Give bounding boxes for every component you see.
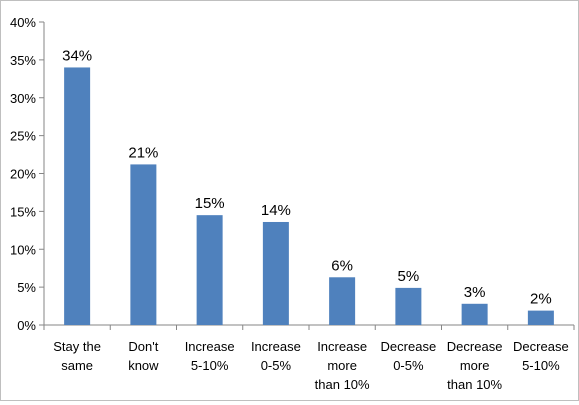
x-tick-label-line: than 10%	[315, 377, 370, 392]
x-tick-label-line: Decrease	[447, 339, 503, 354]
y-tick-label: 30%	[10, 91, 36, 106]
bar	[395, 287, 422, 325]
y-tick-label: 15%	[10, 204, 36, 219]
x-tick-label: Decrease 5-10%	[513, 339, 569, 373]
x-tick-label-line: 5-10%	[191, 358, 229, 373]
y-tick-label: 40%	[10, 15, 36, 30]
bar	[262, 221, 289, 325]
data-label: 3%	[464, 284, 486, 301]
x-tick-label: Decrease more than 10%	[447, 339, 503, 392]
y-tick-label: 20%	[10, 167, 36, 182]
bar	[527, 310, 554, 325]
x-tick-label-line: more	[327, 358, 357, 373]
data-label: 14%	[261, 202, 291, 219]
x-tick-label-line: more	[460, 358, 490, 373]
x-tick-label-line: Don't	[128, 339, 158, 354]
data-label: 34%	[62, 47, 92, 64]
bar	[329, 277, 356, 325]
x-tick-label: Don't know	[128, 339, 159, 373]
x-tick-label: Stay the same	[53, 339, 101, 373]
bar	[196, 215, 223, 325]
y-tick-label: 25%	[10, 129, 36, 144]
y-tick-label: 0%	[17, 318, 36, 333]
x-tick-label: Increase 5-10%	[185, 339, 235, 373]
data-labels: 34% 21% 15% 14% 6% 5% 3% 2%	[62, 47, 552, 307]
x-tick-label-line: Increase	[317, 339, 367, 354]
x-tick-label-line: than 10%	[447, 377, 502, 392]
x-tick-label-line: Stay the	[53, 339, 101, 354]
x-tick-label-line: Increase	[185, 339, 235, 354]
x-tick-label-line: Decrease	[381, 339, 437, 354]
chart-bars	[64, 67, 554, 325]
bar	[130, 164, 157, 325]
y-tick-label: 35%	[10, 53, 36, 68]
y-tick-label: 10%	[10, 242, 36, 257]
y-tick-label: 5%	[17, 280, 36, 295]
x-tick-label-line: Decrease	[513, 339, 569, 354]
x-tick-label: Increase more than 10%	[315, 339, 370, 392]
x-tick-label-line: know	[128, 358, 159, 373]
chart-axes	[43, 22, 574, 326]
data-label: 21%	[128, 144, 158, 161]
x-tick-label-line: 0-5%	[261, 358, 292, 373]
x-tick-label-line: Increase	[251, 339, 301, 354]
x-tick-label-line: same	[61, 358, 93, 373]
bar	[461, 303, 488, 325]
data-label: 15%	[195, 195, 225, 212]
y-axis-ticks: 0% 5% 10% 15% 20% 25% 30% 35% 40%	[10, 15, 44, 333]
data-label: 2%	[530, 291, 552, 308]
data-label: 6%	[331, 257, 353, 274]
x-tick-label-line: 5-10%	[522, 358, 560, 373]
x-tick-label: Increase 0-5%	[251, 339, 301, 373]
x-tick-label: Decrease 0-5%	[381, 339, 437, 373]
data-label: 5%	[398, 268, 420, 285]
x-tick-label-line: 0-5%	[393, 358, 424, 373]
bar	[64, 67, 91, 325]
